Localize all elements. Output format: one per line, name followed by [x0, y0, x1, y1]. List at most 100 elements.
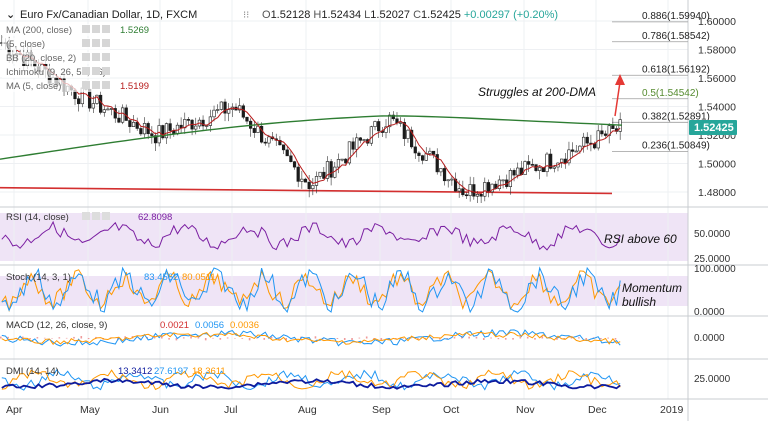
candle-down [571, 149, 575, 152]
settings-dots-icon[interactable]: ⁝⁝ [243, 10, 249, 21]
candle-down [512, 170, 516, 176]
candle-down [611, 125, 615, 129]
candle-up [490, 183, 494, 193]
candle-up [508, 170, 513, 187]
rsi-band [0, 213, 688, 261]
macd-legend: MACD (12, 26, close, 9) 0.0021 0.0056 0.… [6, 320, 259, 331]
macd-hist-bar [80, 336, 83, 339]
macd-hist-bar [585, 338, 588, 340]
macd-hist-bar [468, 336, 470, 339]
eye-icon[interactable] [82, 25, 90, 33]
macd-hist-bar [51, 338, 53, 339]
candle-down [527, 161, 531, 165]
fib-label: 0.382(1.52891) [642, 111, 710, 122]
candle-up [318, 171, 322, 177]
macd-hist-bar [270, 336, 273, 339]
settings-icon[interactable] [92, 25, 100, 33]
close-icon[interactable] [102, 25, 110, 33]
macd-hist-bar [73, 336, 75, 339]
macd-hist-bar [402, 338, 405, 339]
macd-legend-text: MACD (12, 26, close, 9) [6, 320, 107, 331]
candle-down [351, 141, 355, 150]
stoch-d-line [1, 269, 621, 313]
candle-down [292, 161, 297, 168]
settings-icon[interactable] [92, 212, 100, 220]
candle-down [472, 184, 476, 197]
candle-up [267, 136, 271, 144]
candle-up [142, 123, 147, 135]
macd-hist-bar [607, 337, 609, 339]
eye-icon[interactable] [82, 212, 90, 220]
candle-up [300, 178, 304, 182]
close-icon[interactable] [102, 53, 110, 61]
macd-hist-bar [7, 336, 9, 339]
candle-up [446, 179, 450, 182]
candle-down [99, 94, 103, 113]
candle-up [384, 126, 388, 133]
fib-label: 0.786(1.58542) [642, 31, 710, 42]
candle-up [523, 161, 527, 175]
candle-up [468, 184, 472, 197]
candle-up [497, 179, 502, 189]
support-line[interactable] [0, 186, 613, 195]
settings-icon[interactable] [92, 81, 100, 89]
settings-icon[interactable] [92, 67, 100, 75]
candle-up [120, 107, 125, 123]
price-scale[interactable]: 1.600001.580001.560001.540001.520001.500… [698, 16, 736, 199]
time-tick: Apr [6, 404, 23, 416]
candle-up [369, 126, 373, 144]
settings-icon[interactable] [92, 53, 100, 61]
close-icon[interactable] [102, 81, 110, 89]
candle-up [428, 150, 432, 154]
candle-down [245, 116, 249, 122]
time-tick: May [80, 404, 101, 416]
eye-icon[interactable] [82, 53, 90, 61]
candle-up [219, 101, 223, 110]
ohlc-value: 1.52425 [421, 9, 461, 21]
candle-down [161, 125, 165, 139]
current-price: 1.52425 [694, 122, 734, 134]
settings-icon[interactable] [92, 39, 100, 47]
close-icon[interactable] [102, 67, 110, 75]
candle-down [486, 182, 491, 193]
indicator-tick: 25.0000 [694, 254, 731, 265]
macd-hist-bar [226, 337, 229, 339]
indicator-tick: 100.0000 [694, 264, 736, 275]
close-icon[interactable] [102, 39, 110, 47]
macd-hist-bar [160, 336, 163, 339]
candle-down [479, 194, 483, 197]
macd-hist-bar [197, 336, 200, 339]
fibonacci-levels: 0.886(1.59940) 0.786(1.58542) 0.618(1.5619… [612, 11, 710, 152]
indicator-scale-labels: 50.000025.0000100.00000.00000.000025.000… [694, 229, 736, 385]
time-axis[interactable]: Apr May Jun Jul Aug Sep Oct Nov Dec 2019 [6, 404, 684, 416]
indicator-legend-text: BB (20, close, 2) [6, 53, 76, 64]
candle-down [435, 154, 439, 173]
candle-down [128, 120, 132, 127]
eye-icon[interactable] [82, 81, 90, 89]
indicator-tick: 0.0000 [694, 333, 725, 344]
macd-hist-bar [58, 337, 61, 339]
macd-hist-bar [175, 338, 178, 341]
candle-down [135, 121, 139, 129]
candle-down [153, 135, 158, 144]
chevron-down-icon[interactable]: ⌄ [6, 9, 15, 21]
candle-down [402, 122, 406, 139]
macd-hist-bar [541, 336, 544, 339]
macd-hist-bar [278, 338, 280, 341]
macd-hist-bar [300, 336, 302, 339]
macd-hist-bar [256, 338, 258, 339]
eye-icon[interactable] [82, 67, 90, 75]
rsi-line [1, 220, 621, 251]
rsi-value: 62.8098 [138, 212, 172, 223]
candle-down [431, 150, 436, 155]
stoch-d-value: 80.0511 [182, 272, 216, 283]
candle-down [124, 107, 128, 121]
candle-up [362, 139, 366, 141]
candle-up [325, 161, 330, 179]
close-icon[interactable] [102, 212, 110, 220]
eye-icon[interactable] [82, 39, 90, 47]
candle-up [406, 129, 410, 139]
